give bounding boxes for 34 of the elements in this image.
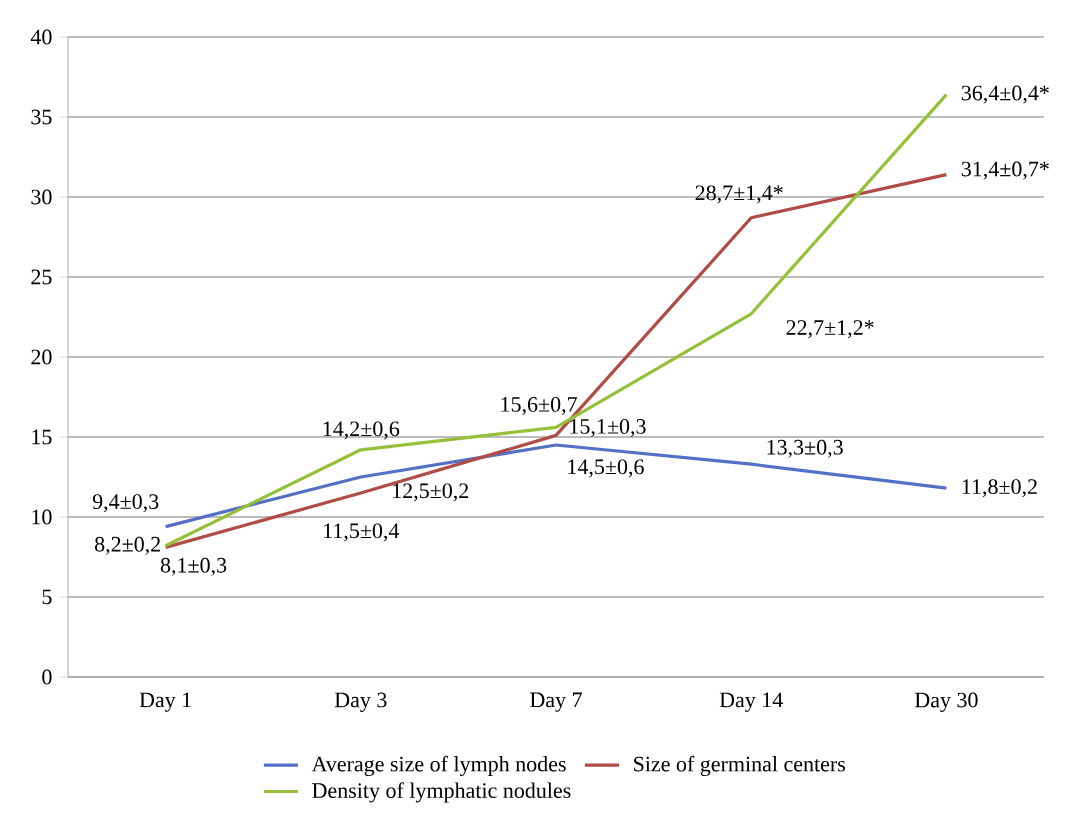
x-tick-label: Day 1 <box>139 692 191 712</box>
legend-label: Size of germinal centers <box>634 755 845 777</box>
data-label: 11,8±0,2 <box>962 479 1037 498</box>
data-label: 14,2±0,6 <box>323 421 400 440</box>
data-label: 31,4±0,7* <box>961 161 1049 180</box>
data-label: 15,6±0,7 <box>501 396 577 415</box>
y-tick-label: 25 <box>31 269 52 285</box>
data-label: 8,2±0,2 <box>94 536 160 555</box>
x-tick-label: Day 30 <box>914 692 978 712</box>
data-label: 28,7±1,4* <box>695 185 783 204</box>
y-tick-label: 30 <box>31 189 52 205</box>
data-label: 12,5±0,2 <box>393 483 469 502</box>
data-label: 13,3±0,3 <box>767 439 843 458</box>
y-tick-label: 5 <box>42 589 52 605</box>
y-tick-label: 0 <box>42 669 52 685</box>
legend-label: Density of lymphatic nodules <box>312 782 571 803</box>
data-label: 11,5±0,4 <box>324 523 400 542</box>
data-label: 14,5±0,6 <box>568 459 644 478</box>
line-series <box>164 173 949 549</box>
y-tick-label: 20 <box>31 349 52 365</box>
x-tick-label: Day 3 <box>334 692 387 712</box>
data-label: 15,1±0,3 <box>570 418 646 437</box>
y-tick-label: 40 <box>30 29 52 45</box>
y-tick-label: 35 <box>31 109 52 125</box>
data-label: 8,1±0,3 <box>160 557 227 576</box>
x-tick-label: Day 7 <box>530 692 582 712</box>
y-tick-label: 15 <box>32 429 52 445</box>
data-label: 9,4±0,3 <box>92 494 159 513</box>
y-tick-label: 10 <box>32 509 52 525</box>
line-series <box>164 92 949 548</box>
data-label: 36,4±0,4* <box>961 85 1049 104</box>
legend-label: Average size of lymph nodes <box>311 755 566 777</box>
data-label: 22,7±1,2* <box>786 320 874 339</box>
x-tick-label: Day 14 <box>719 692 783 712</box>
